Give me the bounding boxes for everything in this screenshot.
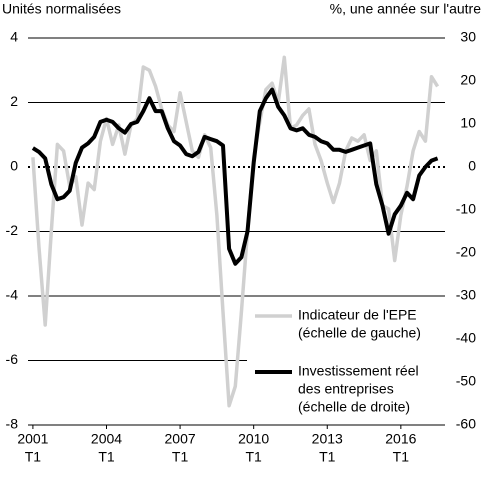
y2-tick-label: -50 <box>456 373 476 389</box>
y-tick-label: -8 <box>6 416 19 432</box>
x-tick-label: 2007 <box>165 431 196 447</box>
series-line <box>31 55 440 408</box>
y2-tick-label: -30 <box>456 287 476 303</box>
x-tick-sublabel: T1 <box>393 449 410 465</box>
y-tick-label: -2 <box>6 222 19 238</box>
x-tick-label: 2016 <box>385 431 416 447</box>
y2-tick-label: 30 <box>460 29 476 45</box>
legend-label: des entreprises <box>298 381 394 397</box>
y-axis-label: Unités normalisées <box>2 1 121 17</box>
y2-tick-label: -60 <box>456 416 476 432</box>
series-line <box>31 87 439 266</box>
x-tick-sublabel: T1 <box>319 449 336 465</box>
y2-axis-label: %, une année sur l'autre <box>330 1 482 17</box>
y2-tick-label: 10 <box>460 115 476 131</box>
legend-label: Indicateur de l'EPE <box>298 307 417 323</box>
legend-label: (échelle de droite) <box>298 399 410 415</box>
y2-tick-label: -40 <box>456 330 476 346</box>
y-tick-label: 0 <box>10 158 18 174</box>
y2-tick-label: -20 <box>456 244 476 260</box>
x-tick-label: 2001 <box>17 431 48 447</box>
y-tick-label: 4 <box>10 29 18 45</box>
y-tick-label: 2 <box>10 93 18 109</box>
x-tick-sublabel: T1 <box>98 449 115 465</box>
x-tick-sublabel: T1 <box>172 449 189 465</box>
y2-tick-label: -10 <box>456 201 476 217</box>
legend-label: Investissement réel <box>298 363 419 379</box>
x-tick-label: 2013 <box>312 431 343 447</box>
x-tick-label: 2004 <box>91 431 122 447</box>
x-tick-sublabel: T1 <box>25 449 42 465</box>
y2-tick-label: 20 <box>460 72 476 88</box>
legend-background <box>247 300 447 422</box>
legend-label: (échelle de gauche) <box>298 325 421 341</box>
x-tick-sublabel: T1 <box>245 449 262 465</box>
y-tick-label: -4 <box>6 287 19 303</box>
y-tick-label: -6 <box>6 351 19 367</box>
x-tick-label: 2010 <box>238 431 269 447</box>
y2-tick-label: 0 <box>468 158 476 174</box>
